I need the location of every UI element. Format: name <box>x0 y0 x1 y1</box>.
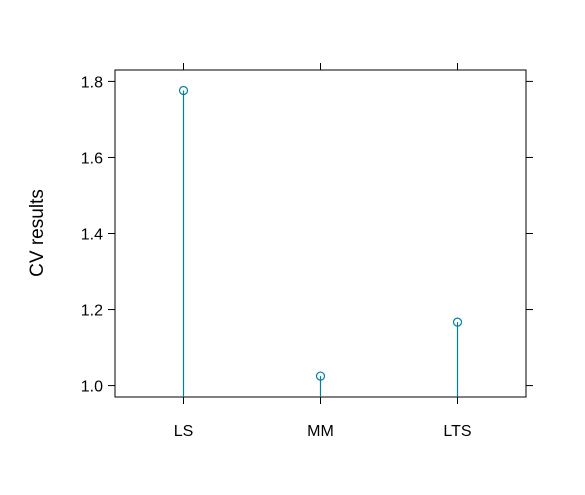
y-axis-title: CV results <box>27 189 48 277</box>
point-mm <box>315 371 326 381</box>
x-tick-label: LS <box>174 423 194 440</box>
point-ls <box>178 85 189 96</box>
y-tick-label: 1.6 <box>81 150 103 167</box>
x-tick-label: MM <box>307 423 334 440</box>
data-marks <box>178 85 463 397</box>
y-tick-label: 1.0 <box>81 379 103 396</box>
x-axis-bottom: LS MM LTS <box>174 397 472 440</box>
y-axis-left: 1.0 1.2 1.4 1.6 1.8 <box>81 74 115 396</box>
plot-frame <box>114 69 527 398</box>
x-axis-top <box>183 63 458 70</box>
x-tick-label: LTS <box>443 423 471 440</box>
y-tick-label: 1.2 <box>81 303 103 320</box>
point-lts <box>452 317 463 327</box>
y-tick-label: 1.8 <box>81 74 103 91</box>
y-tick-label: 1.4 <box>81 227 103 244</box>
y-axis-right <box>526 80 533 387</box>
